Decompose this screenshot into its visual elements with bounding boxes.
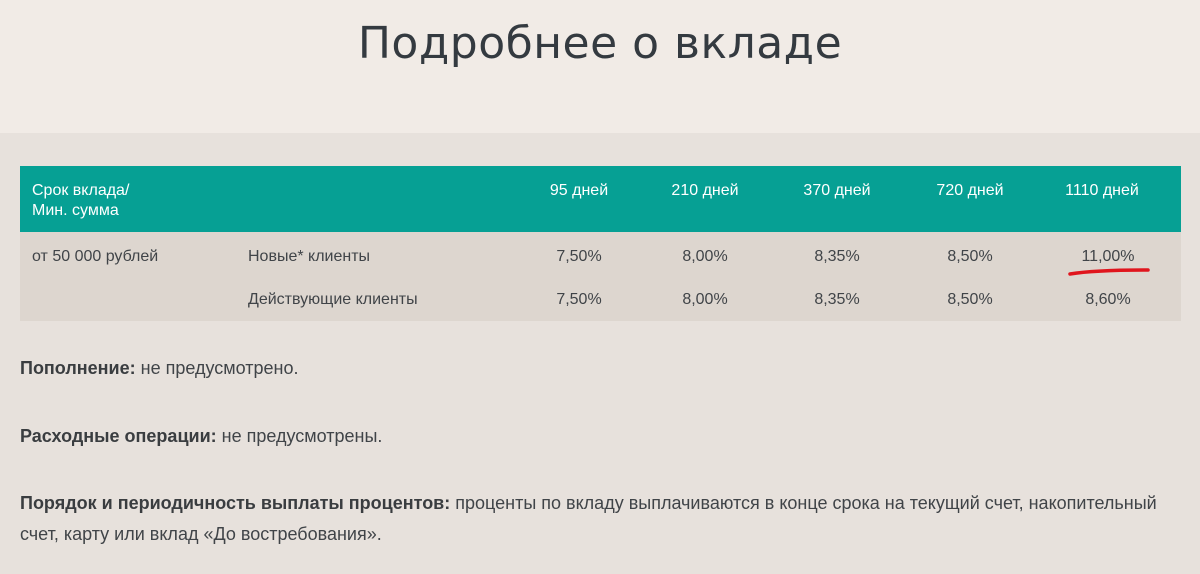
term-header-95: 95 дней <box>549 182 609 199</box>
page-title: Подробнее о вкладе <box>357 18 843 69</box>
term-header-1110: 1110 дней <box>1065 182 1139 199</box>
replenishment-value: не предусмотрено. <box>140 358 299 378</box>
term-header-370: 370 дней <box>803 182 871 199</box>
rate-existing-210: 8,00% <box>682 291 728 308</box>
header-label-line1: Срок вклада/ <box>32 182 130 199</box>
rate-new-1110: 11,00% <box>1081 248 1135 265</box>
rate-existing-370: 8,35% <box>814 291 860 308</box>
expenses-value: не предусмотрены. <box>221 426 383 446</box>
rate-new-95: 7,50% <box>556 248 602 265</box>
replenishment-label: Пополнение: <box>20 358 136 378</box>
interest-payment-label: Порядок и периодичность выплаты проценто… <box>20 493 451 513</box>
expenses-label: Расходные операции: <box>20 426 217 446</box>
rate-new-210: 8,00% <box>682 248 728 265</box>
replenishment-info: Пополнение: не предусмотрено. <box>20 353 1180 384</box>
rates-table: Срок вклада/ Мин. сумма 95 дней 210 дней… <box>20 166 1181 321</box>
rate-existing-1110: 8,60% <box>1085 291 1131 308</box>
highlight-underline-mark <box>1068 268 1150 276</box>
rate-existing-720: 8,50% <box>947 291 993 308</box>
term-header-720: 720 дней <box>936 182 1004 199</box>
rates-table-header: Срок вклада/ Мин. сумма 95 дней 210 дней… <box>20 166 1181 232</box>
term-header-210: 210 дней <box>671 182 739 199</box>
header-label-line2: Мин. сумма <box>32 202 119 219</box>
client-type-existing: Действующие клиенты <box>248 291 418 308</box>
interest-payment-value: проценты по вкладу выплачиваются в конце… <box>20 493 1157 544</box>
client-type-new: Новые* клиенты <box>248 248 371 265</box>
rate-existing-95: 7,50% <box>556 291 602 308</box>
min-sum-cell: от 50 000 рублей <box>32 248 159 265</box>
rate-new-720: 8,50% <box>947 248 993 265</box>
interest-payment-info: Порядок и периодичность выплаты проценто… <box>20 488 1180 550</box>
rate-new-370: 8,35% <box>814 248 860 265</box>
expenses-info: Расходные операции: не предусмотрены. <box>20 421 1180 452</box>
page-header: Подробнее о вкладе <box>0 0 1200 133</box>
term-min-sum-header: Срок вклада/ Мин. сумма <box>32 181 129 221</box>
